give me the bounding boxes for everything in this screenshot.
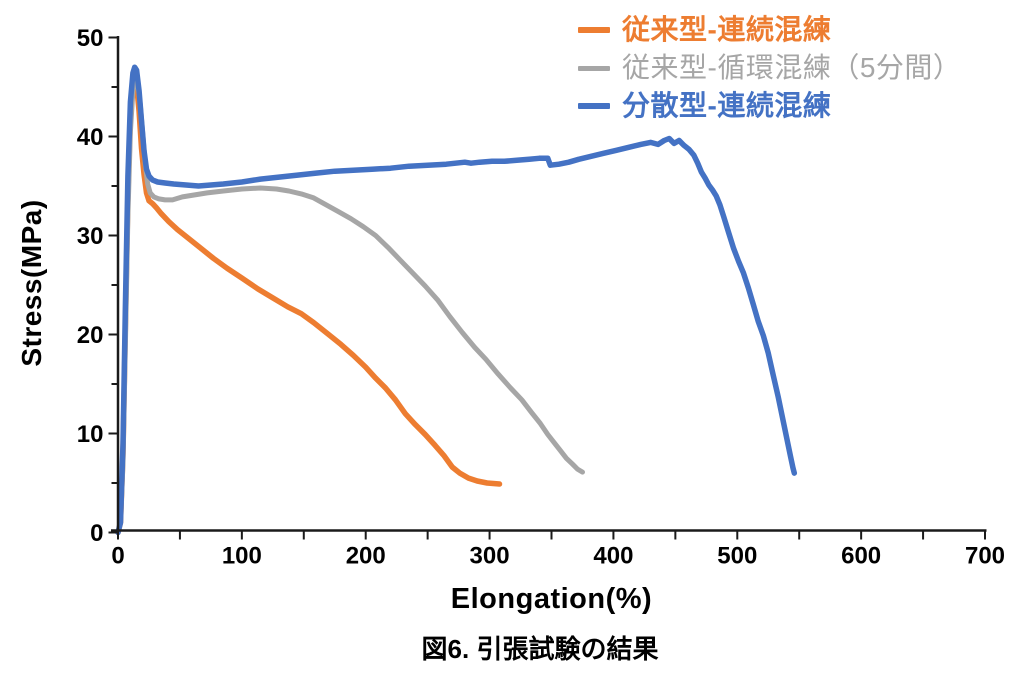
legend-line-swatch [578, 27, 610, 33]
series-line-dispersed-continuous [115, 64, 798, 536]
x-axis-title: Elongation(%) [450, 583, 653, 615]
y-tick-label: 20 [77, 322, 104, 349]
y-tick-label: 30 [77, 223, 104, 250]
legend-line-swatch [578, 103, 610, 109]
legend-label: 従来型-循環混練（5分間） [622, 52, 962, 83]
legend-line-swatch [578, 65, 610, 71]
y-tick-label: 10 [77, 421, 104, 448]
y-tick-label: 0 [90, 520, 103, 547]
x-tick-label: 600 [841, 543, 881, 570]
y-tick-label: 50 [77, 25, 104, 52]
legend-label: 分散型-連続混練 [622, 90, 832, 121]
x-tick-label: 700 [965, 543, 1005, 570]
x-tick-label: 300 [470, 543, 510, 570]
x-tick-label: 200 [346, 543, 386, 570]
x-tick-label: 500 [717, 543, 757, 570]
x-tick-label: 0 [111, 543, 124, 570]
legend-item-dispersed-continuous: 分散型-連続混練 [578, 87, 961, 125]
x-tick-label: 100 [222, 543, 262, 570]
y-tick-label: 40 [77, 124, 104, 151]
series-line-conventional-circulating-5min [115, 75, 585, 535]
legend-label: 従来型-連続混練 [622, 14, 832, 45]
legend-item-conventional-circulating-5min: 従来型-循環混練（5分間） [578, 49, 961, 87]
y-axis-title: Stress(MPa) [16, 199, 47, 367]
figure-caption: 図6. 引張試験の結果 [421, 634, 659, 664]
legend-item-conventional-continuous: 従来型-連続混練 [578, 11, 961, 49]
x-tick-label: 400 [593, 543, 633, 570]
legend: 従来型-連続混練従来型-循環混練（5分間） 分散型-連続混練 [578, 11, 961, 125]
